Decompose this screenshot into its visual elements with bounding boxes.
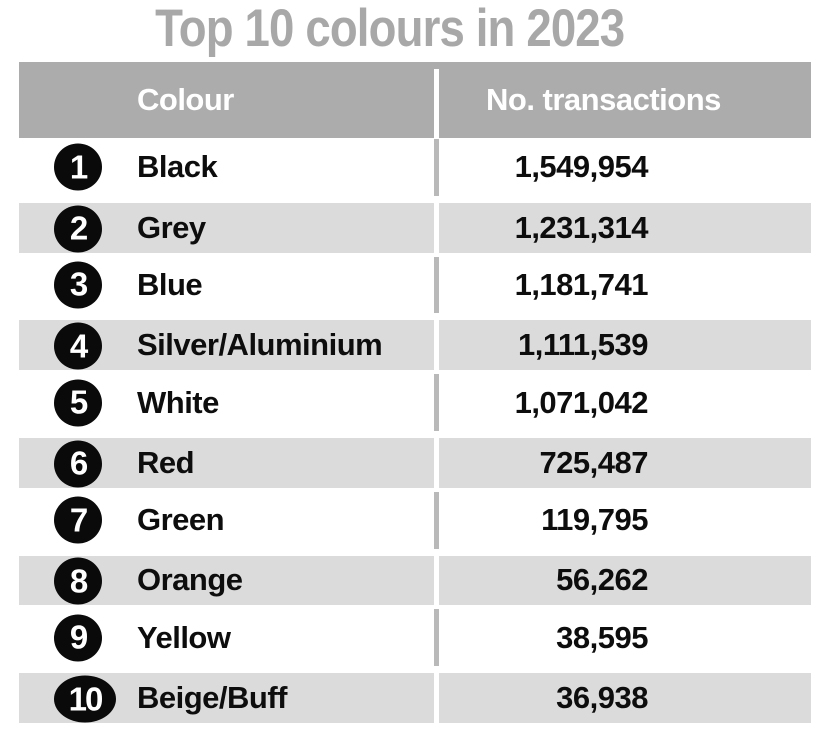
rank-badge: 5 [54,379,102,427]
column-divider [434,374,439,431]
colour-cell: Orange [137,562,243,598]
column-divider [434,256,439,314]
rank-badge: 7 [54,496,102,544]
rank-badge: 8 [54,557,102,605]
rank-badge: 3 [54,261,102,309]
table-row: 1 Black 1,549,954 [19,138,811,197]
header-colour: Colour [137,82,234,117]
transactions-cell: 56,262 [556,562,648,598]
transactions-cell: 38,595 [556,619,648,655]
rank-badge: 6 [54,440,102,488]
colour-cell: White [137,384,219,420]
column-divider [434,609,439,667]
colours-table: Colour No. transactions 1 Black 1,549,95… [19,62,811,726]
page-title: Top 10 colours in 2023 [155,0,625,58]
colour-cell: Grey [137,209,206,245]
rank-badge: 2 [54,205,102,253]
table-row: 10 Beige/Buff 36,938 [19,667,811,726]
colour-cell: Yellow [137,619,231,655]
table-row: 6 Red 725,487 [19,431,811,491]
colour-cell: Beige/Buff [137,680,288,716]
table-header-row: Colour No. transactions [19,62,811,138]
transactions-cell: 36,938 [556,680,648,716]
column-divider [434,667,439,726]
column-divider [434,69,439,138]
transactions-cell: 1,231,314 [514,209,649,245]
table-row: 3 Blue 1,181,741 [19,255,811,315]
table-row: 7 Green 119,795 [19,490,811,550]
column-divider [434,139,439,196]
table-row: 2 Grey 1,231,314 [19,196,811,256]
column-divider [434,431,439,491]
rank-badge: 1 [54,143,102,191]
colour-cell: Silver/Aluminium [137,327,383,363]
column-divider [434,314,439,374]
header-transactions: No. transactions [486,82,721,117]
transactions-cell: 1,181,741 [514,266,649,302]
column-divider [434,549,439,609]
rank-badge: 4 [54,322,102,370]
transactions-cell: 1,111,539 [518,327,649,363]
rank-badge: 10 [54,675,116,723]
transactions-cell: 119,795 [541,502,648,538]
column-divider [434,196,439,256]
table-body: 1 Black 1,549,954 2 Grey 1,231,314 3 Blu… [19,138,811,726]
rank-badge: 9 [54,614,102,662]
transactions-cell: 1,549,954 [514,149,649,185]
colour-cell: Red [137,444,195,480]
table-row: 8 Orange 56,262 [19,549,811,609]
table-row: 4 Silver/Aluminium 1,111,539 [19,314,811,374]
transactions-cell: 725,487 [539,444,648,480]
table-row: 5 White 1,071,042 [19,373,811,432]
title-container: Top 10 colours in 2023 [0,0,780,62]
colour-cell: Blue [137,266,203,302]
column-divider [434,491,439,549]
transactions-cell: 1,071,042 [514,384,649,420]
colour-cell: Black [137,149,218,185]
colour-cell: Green [137,502,225,538]
table-row: 9 Yellow 38,595 [19,608,811,668]
